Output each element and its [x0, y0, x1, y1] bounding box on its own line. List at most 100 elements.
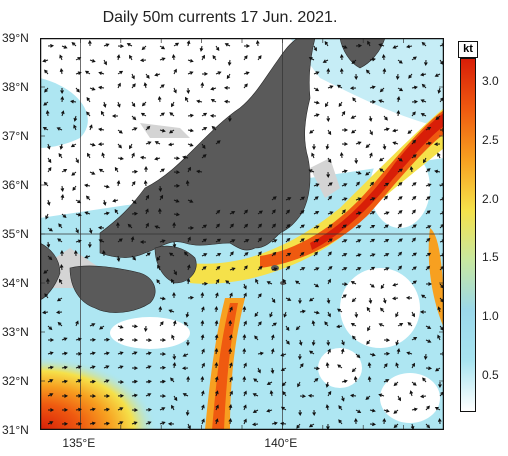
latitude-label: 37°N: [2, 129, 29, 143]
current-arrow: [61, 168, 68, 173]
current-arrow: [257, 367, 261, 374]
current-arrow: [154, 141, 161, 145]
current-arrow: [88, 241, 92, 249]
latitude-label: 35°N: [2, 227, 29, 241]
current-arrow: [58, 278, 63, 285]
colorbar-tick-label: 3.0: [482, 74, 499, 89]
current-arrow: [243, 209, 249, 215]
current-arrow: [383, 351, 391, 356]
current-arrow: [271, 267, 278, 271]
current-arrow: [280, 353, 287, 357]
current-arrow: [299, 251, 305, 257]
current-arrow: [159, 365, 167, 370]
current-arrow: [100, 110, 105, 117]
current-arrow: [336, 84, 343, 89]
current-arrow: [117, 156, 124, 161]
current-arrow: [88, 227, 93, 234]
current-arrow: [435, 115, 441, 121]
current-arrow: [158, 185, 163, 193]
current-arrow: [425, 265, 431, 271]
latitude-label: 33°N: [2, 325, 29, 339]
current-arrow: [61, 408, 69, 412]
current-arrow: [157, 264, 161, 271]
current-arrow: [131, 211, 139, 216]
current-arrow: [327, 390, 332, 397]
current-arrow: [339, 151, 344, 159]
current-arrow: [367, 362, 372, 369]
current-arrow: [369, 211, 376, 215]
current-arrow: [243, 390, 247, 397]
latitude-label: 32°N: [2, 374, 29, 388]
current-arrow: [257, 55, 262, 61]
current-arrow: [243, 283, 247, 290]
current-arrow: [382, 417, 387, 425]
current-arrow: [308, 423, 315, 428]
current-arrow: [215, 140, 221, 145]
current-arrow: [196, 99, 203, 104]
current-arrow: [60, 185, 65, 192]
current-arrow: [313, 45, 317, 52]
current-arrow: [201, 154, 207, 159]
current-arrow: [327, 311, 331, 318]
current-arrow: [266, 408, 273, 413]
current-arrow: [252, 393, 259, 397]
current-arrow: [327, 182, 333, 187]
current-arrow: [117, 365, 124, 369]
current-arrow: [156, 279, 161, 285]
current-vectors: [42, 39, 444, 430]
current-arrow: [61, 213, 67, 218]
current-arrow: [84, 211, 91, 215]
land-shikoku: [69, 265, 156, 313]
current-arrow: [159, 296, 166, 301]
current-arrow: [131, 379, 138, 384]
current-arrow: [61, 337, 68, 341]
current-arrow: [243, 71, 250, 75]
current-arrow: [215, 265, 221, 271]
current-arrow: [187, 295, 195, 300]
current-arrow: [351, 59, 357, 65]
current-arrow: [380, 283, 385, 290]
current-arrow: [365, 395, 371, 400]
current-arrow: [299, 196, 306, 201]
current-arrow: [75, 337, 82, 342]
current-arrow: [42, 310, 49, 315]
current-arrow: [365, 143, 371, 149]
current-arrow: [338, 101, 343, 108]
current-arrow: [395, 311, 399, 318]
current-arrow: [182, 155, 189, 160]
current-arrow: [171, 278, 175, 285]
current-arrow: [350, 281, 357, 285]
current-arrow: [383, 267, 390, 271]
current-arrow: [131, 366, 139, 370]
current-arrow: [59, 54, 63, 61]
current-arrow: [187, 71, 194, 75]
current-arrow: [285, 339, 290, 345]
current-arrow: [397, 196, 403, 201]
current-arrow: [47, 325, 53, 331]
current-arrow: [257, 266, 263, 271]
current-arrow: [405, 296, 413, 300]
current-arrow: [355, 197, 362, 201]
current-arrow: [139, 240, 147, 244]
current-arrow: [269, 311, 273, 318]
current-arrow: [200, 292, 205, 299]
current-arrow: [425, 237, 431, 243]
current-arrow: [283, 311, 287, 318]
current-arrow: [355, 141, 362, 145]
current-arrow: [285, 209, 291, 215]
current-arrow: [131, 101, 136, 108]
current-arrow: [131, 351, 138, 355]
current-arrow: [117, 143, 122, 149]
current-arrow: [200, 320, 205, 327]
current-arrow: [369, 85, 376, 90]
current-arrow: [131, 83, 136, 89]
current-arrow: [257, 223, 263, 229]
current-arrow: [425, 196, 431, 201]
current-arrow: [325, 143, 330, 150]
current-arrow: [126, 43, 133, 47]
current-arrow: [89, 323, 96, 327]
current-arrow: [325, 362, 330, 369]
current-arrow: [411, 56, 417, 61]
current-arrow: [116, 221, 120, 229]
current-arrow: [60, 110, 65, 117]
